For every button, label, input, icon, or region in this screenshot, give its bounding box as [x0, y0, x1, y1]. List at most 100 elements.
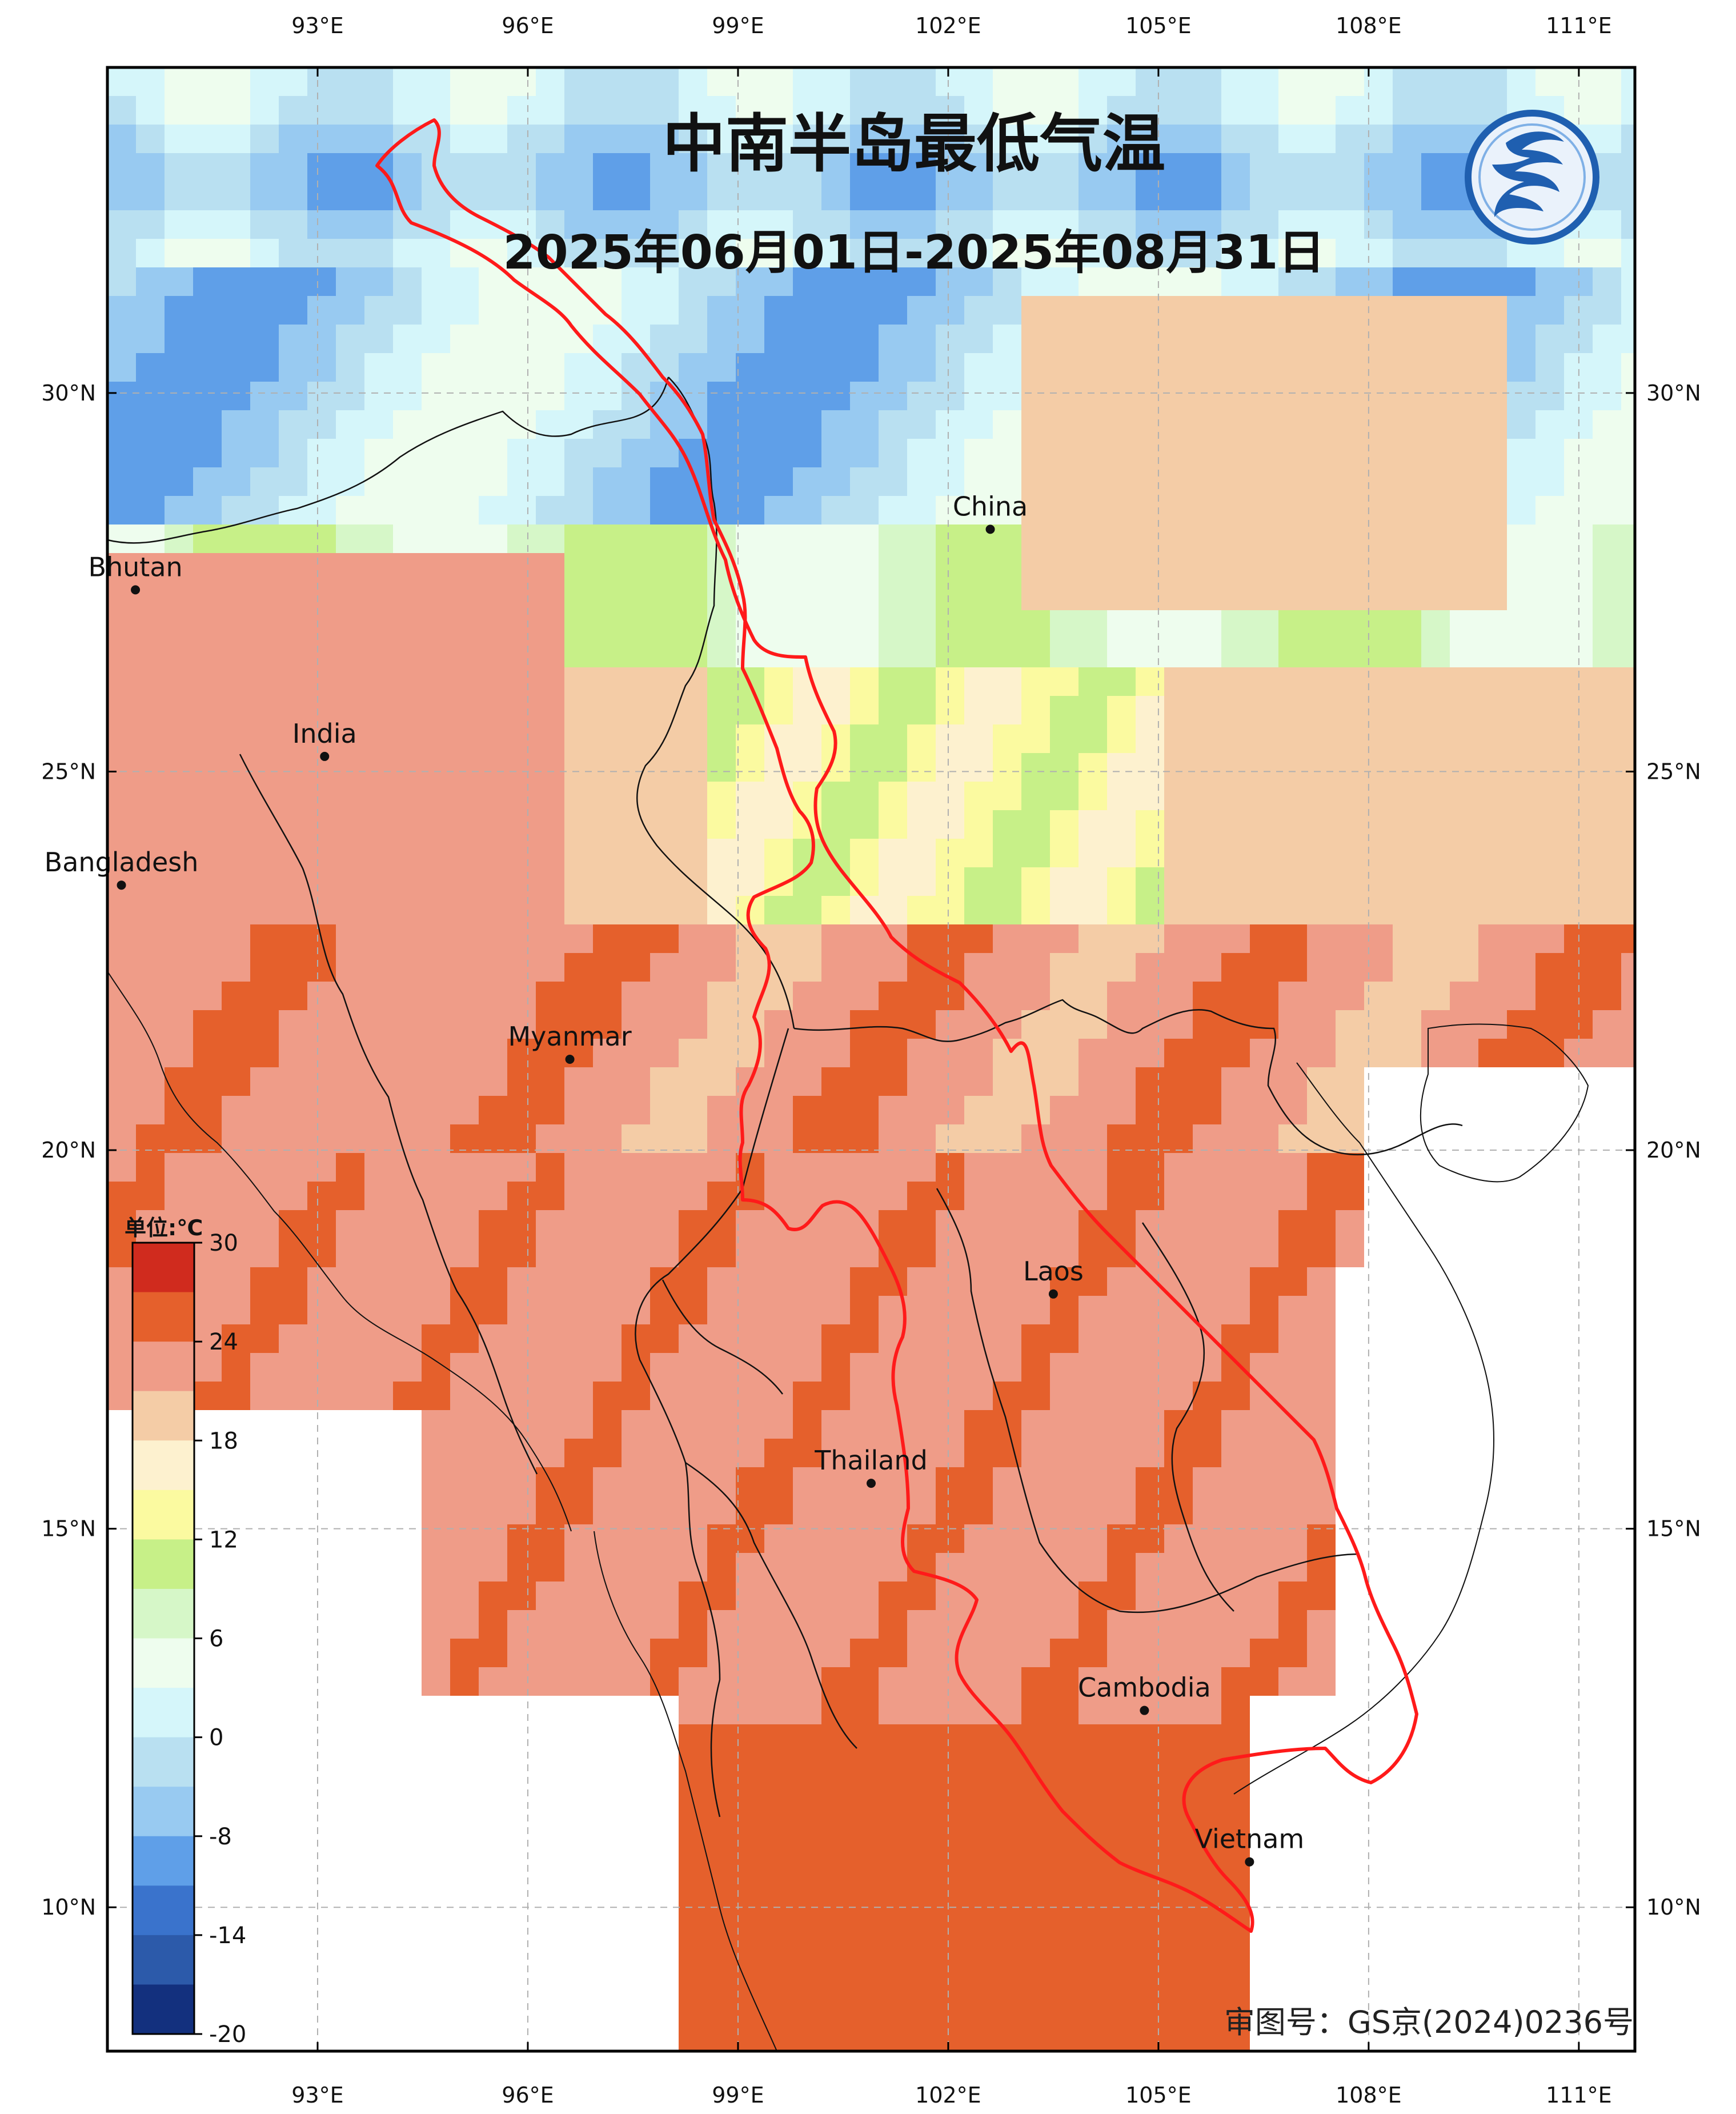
- raster-cell-2041: [650, 1153, 679, 1182]
- raster-cell-823: [479, 496, 507, 525]
- logo-dragon-glyph: [1492, 131, 1564, 218]
- raster-cell-853: [1336, 496, 1364, 525]
- raster-cell-1458: [107, 839, 136, 867]
- raster-cell-2693: [1107, 1639, 1136, 1667]
- raster-cell-1570: [222, 896, 250, 924]
- raster-cell-1365: [536, 782, 564, 810]
- raster-cell-1614: [1478, 896, 1507, 924]
- raster-cell-2918: [821, 1953, 850, 1981]
- raster-cell-2399: [936, 1382, 964, 1410]
- raster-cell-1165: [993, 667, 1021, 696]
- raster-cell-129: [707, 125, 736, 153]
- raster-cell-2151: [1278, 1210, 1307, 1239]
- raster-cell-1213: [821, 696, 850, 724]
- raster-cell-2649: [764, 1610, 793, 1639]
- raster-cell-1556: [1364, 867, 1393, 896]
- raster-cell-1452: [1478, 810, 1507, 839]
- raster-cell-2445: [422, 1439, 450, 1467]
- raster-cell-1783: [136, 1010, 165, 1039]
- raster-cell-2035: [479, 1153, 507, 1182]
- raster-cell-763: [307, 467, 336, 496]
- raster-cell-2539: [1278, 1496, 1307, 1524]
- raster-cell-2280: [1221, 1296, 1250, 1324]
- raster-cell-228: [450, 182, 479, 210]
- raster-cell-756: [107, 467, 136, 496]
- raster-cell-1457: [1621, 810, 1635, 839]
- raster-cell-2021: [1336, 1124, 1364, 1153]
- raster-cell-1466: [336, 839, 364, 867]
- raster-cell-1526: [507, 867, 536, 896]
- raster-cell-1944: [393, 1096, 422, 1124]
- lat-left-label: 30°N: [41, 381, 96, 406]
- raster-cell-2491: [821, 1467, 850, 1496]
- raster-cell-1695: [707, 953, 736, 982]
- raster-cell-1976: [1307, 1096, 1336, 1124]
- raster-cell-2460: [850, 1439, 879, 1467]
- raster-cell-2027: [250, 1153, 279, 1182]
- raster-cell-399: [707, 267, 736, 296]
- raster-cell-1191: [193, 696, 222, 724]
- raster-cell-2613: [650, 1582, 679, 1610]
- raster-cell-1177: [1336, 667, 1364, 696]
- raster-cell-245: [936, 182, 964, 210]
- raster-cell-390: [450, 267, 479, 296]
- raster-cell-2718: [907, 1667, 936, 1696]
- raster-cell-1931: [1278, 1067, 1307, 1096]
- raster-cell-1525: [479, 867, 507, 896]
- raster-cell-1358: [336, 782, 364, 810]
- raster-cell-1164: [964, 667, 993, 696]
- raster-cell-1215: [879, 696, 907, 724]
- raster-cell-910: [1421, 525, 1450, 553]
- raster-cell-1259: [593, 724, 622, 753]
- raster-cell-482: [1535, 296, 1564, 325]
- place-dot-bangladesh: [117, 880, 126, 890]
- raster-cell-1134: [107, 667, 136, 696]
- raster-cell-2859: [850, 1867, 879, 1896]
- raster-cell-1911: [707, 1067, 736, 1096]
- raster-cell-2252: [422, 1296, 450, 1324]
- raster-cell-1746: [622, 982, 650, 1010]
- raster-cell-2163: [364, 1239, 393, 1267]
- raster-cell-2459: [821, 1439, 850, 1467]
- raster-cell-151: [1336, 125, 1364, 153]
- raster-cell-914: [1535, 525, 1564, 553]
- raster-cell-1907: [593, 1067, 622, 1096]
- raster-cell-1885: [1507, 1039, 1535, 1067]
- raster-cell-2801: [907, 1781, 936, 1810]
- raster-cell-174: [450, 153, 479, 182]
- place-label-china: China: [953, 491, 1028, 522]
- raster-cell-827: [593, 496, 622, 525]
- raster-cell-2635: [1278, 1582, 1307, 1610]
- raster-cell-1167: [1050, 667, 1079, 696]
- raster-cell-2907: [1079, 1924, 1107, 1953]
- raster-cell-2888: [1107, 1896, 1136, 1924]
- raster-cell-2176: [736, 1239, 764, 1267]
- raster-cell-2032: [393, 1153, 422, 1182]
- lon-tick-top-label: 93°E: [291, 13, 343, 38]
- raster-cell-1693: [650, 953, 679, 982]
- raster-cell-1130: [1535, 639, 1564, 667]
- raster-cell-2341: [507, 1353, 536, 1382]
- raster-cell-2352: [821, 1353, 850, 1382]
- raster-cell-2196: [1307, 1239, 1336, 1267]
- raster-cell-2349: [736, 1353, 764, 1382]
- raster-cell-2978: [821, 2039, 850, 2051]
- raster-cell-2895: [736, 1924, 764, 1953]
- raster-cell-635: [1278, 382, 1307, 410]
- raster-cell-292: [736, 210, 764, 239]
- raster-cell-1714: [1250, 953, 1278, 982]
- raster-cell-612: [622, 382, 650, 410]
- raster-cell-829: [650, 496, 679, 525]
- raster-cell-652: [222, 410, 250, 439]
- raster-cell-2671: [479, 1639, 507, 1667]
- raster-cell-1674: [107, 953, 136, 982]
- raster-cell-724: [736, 439, 764, 467]
- raster-cell-1553: [1278, 867, 1307, 896]
- raster-cell-2013: [1107, 1124, 1136, 1153]
- raster-cell-475: [1336, 296, 1364, 325]
- raster-cell-2055: [1050, 1153, 1079, 1182]
- raster-cell-723: [707, 439, 736, 467]
- raster-cell-2878: [821, 1896, 850, 1924]
- raster-cell-495: [364, 325, 393, 353]
- raster-cell-2951: [1193, 1981, 1221, 2010]
